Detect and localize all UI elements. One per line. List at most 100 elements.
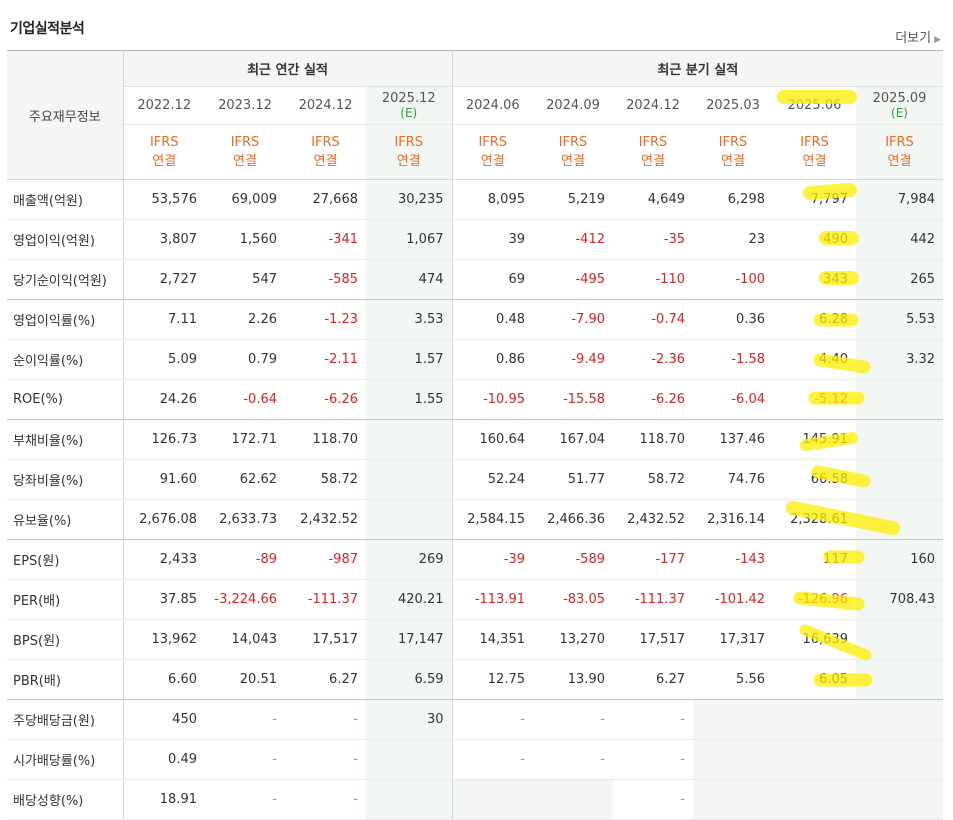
estimate-marker: (E) <box>891 105 908 120</box>
table-cell: -412 <box>533 219 613 260</box>
period-date: 2023.12 <box>218 98 272 113</box>
table-cell: 0.48 <box>452 299 533 340</box>
table-row: 영업이익률(%) 7.11 2.26 -1.23 3.53 0.48 -7.90 -0.74 0… <box>7 299 944 340</box>
table-cell <box>773 699 856 740</box>
period-header: 2024.12 <box>613 86 693 125</box>
table-row: EPS(원) 2,433 -89 -987 269 -39 -589 -177 -143 117 1… <box>7 539 944 580</box>
table-row: PER(배) 37.85 -3,224.66 -111.37 420.21 -113.91… <box>7 579 944 620</box>
table-cell: 8,095 <box>452 179 533 220</box>
table-cell: -100 <box>693 259 773 300</box>
table-cell: -83.05 <box>533 579 613 620</box>
table-cell: 6.05 <box>773 659 856 700</box>
table-cell: 2,433 <box>123 539 205 580</box>
table-cell: 118.70 <box>613 419 693 460</box>
table-cell: 6.59 <box>366 659 453 700</box>
accounting-standard: IFRS 연결 <box>613 124 693 180</box>
ifrs-label: IFRS <box>885 135 914 150</box>
consolidated-label: 연결 <box>561 154 585 169</box>
table-cell: 7,797 <box>773 179 856 220</box>
table-cell: 490 <box>773 219 856 260</box>
table-cell: 167.04 <box>533 419 613 460</box>
table-cell: 17,517 <box>285 619 366 660</box>
table-cell: - <box>452 699 533 740</box>
more-link[interactable]: 더보기 ▶ <box>895 27 941 46</box>
row-label: ROE(%) <box>7 379 124 420</box>
consolidated-label: 연결 <box>641 154 665 169</box>
row-label: PER(배) <box>7 579 124 620</box>
table-cell: - <box>285 779 366 820</box>
consolidated-label: 연결 <box>887 154 912 169</box>
table-cell: -89 <box>205 539 285 580</box>
table-cell: 4.40 <box>773 339 856 380</box>
row-label: 주당배당금(원) <box>7 699 124 740</box>
table-cell <box>773 779 856 820</box>
period-date: 2025.03 <box>706 98 760 113</box>
period-header: 2025.12 (E) <box>366 86 453 125</box>
table-cell: 91.60 <box>123 459 205 500</box>
period-header: 2023.12 <box>205 86 285 125</box>
table-row: 매출액(억원) 53,576 69,009 27,668 30,235 8,095 5,21… <box>7 179 944 220</box>
table-cell: 17,317 <box>693 619 773 660</box>
group-header-annual: 최근 연간 실적 <box>123 50 453 87</box>
ifrs-label: IFRS <box>394 135 424 150</box>
table-cell: -7.90 <box>533 299 613 340</box>
row-label: 시가배당률(%) <box>7 739 124 780</box>
table-cell: 2,328.61 <box>773 499 856 540</box>
period-date: 2024.12 <box>626 98 680 113</box>
row-label: BPS(원) <box>7 619 124 660</box>
table-cell: -2.36 <box>613 339 693 380</box>
table-cell: 5.53 <box>856 299 944 340</box>
table-cell: -987 <box>285 539 366 580</box>
row-label: 매출액(억원) <box>7 179 124 220</box>
table-cell: -111.37 <box>613 579 693 620</box>
period-header: 2024.09 <box>533 86 613 125</box>
accounting-standard: IFRS 연결 <box>533 124 613 180</box>
table-cell <box>856 379 944 420</box>
table-cell: -341 <box>285 219 366 260</box>
table-cell: 117 <box>773 539 856 580</box>
table-cell: 6.28 <box>773 299 856 340</box>
table-cell: 1.57 <box>366 339 453 380</box>
table-cell: 6,298 <box>693 179 773 220</box>
table-cell <box>693 699 773 740</box>
row-label: 영업이익률(%) <box>7 299 124 340</box>
period-header: 2022.12 <box>123 86 205 125</box>
table-cell: 18.91 <box>123 779 205 820</box>
table-cell <box>533 779 613 820</box>
table-row: ROE(%) 24.26 -0.64 -6.26 1.55 -10.95 -15.58 -6.… <box>7 379 944 420</box>
table-row: 당좌비율(%) 91.60 62.62 58.72 52.24 51.77 58.72 74.… <box>7 459 944 500</box>
ifrs-label: IFRS <box>558 135 588 150</box>
consolidated-label: 연결 <box>802 154 827 169</box>
consolidated-label: 연결 <box>233 154 257 169</box>
group-header-quarter: 최근 분기 실적 <box>452 50 944 87</box>
table-cell: 30 <box>366 699 453 740</box>
period-header: 2025.09 (E) <box>856 86 944 125</box>
table-cell: -15.58 <box>533 379 613 420</box>
table-cell: -1.58 <box>693 339 773 380</box>
table-cell: 420.21 <box>366 579 453 620</box>
ifrs-label: IFRS <box>230 135 260 150</box>
period-date: 2024.12 <box>298 98 353 113</box>
period-date: 2025.12 <box>381 90 436 106</box>
table-cell: 13,270 <box>533 619 613 660</box>
period-date: 2022.12 <box>137 98 192 113</box>
table-cell: -110 <box>613 259 693 300</box>
table-cell: -589 <box>533 539 613 580</box>
table-cell: 442 <box>856 219 944 260</box>
table-cell: - <box>205 739 285 780</box>
table-cell: 3,807 <box>123 219 205 260</box>
table-cell: 0.79 <box>205 339 285 380</box>
table-cell: -0.74 <box>613 299 693 340</box>
table-cell <box>452 779 533 820</box>
table-cell: 0.49 <box>123 739 205 780</box>
table-cell: 0.86 <box>452 339 533 380</box>
table-cell: 4,649 <box>613 179 693 220</box>
table-cell: 137.46 <box>693 419 773 460</box>
financial-table: 주요재무정보 최근 연간 실적 최근 분기 실적 2022.12 2023.12 2… <box>7 50 944 820</box>
table-cell: -111.37 <box>285 579 366 620</box>
table-cell: 2,727 <box>123 259 205 300</box>
table-cell: 12.75 <box>452 659 533 700</box>
table-cell: 6.27 <box>613 659 693 700</box>
accounting-standard: IFRS 연결 <box>452 124 533 180</box>
table-cell: 2.26 <box>205 299 285 340</box>
